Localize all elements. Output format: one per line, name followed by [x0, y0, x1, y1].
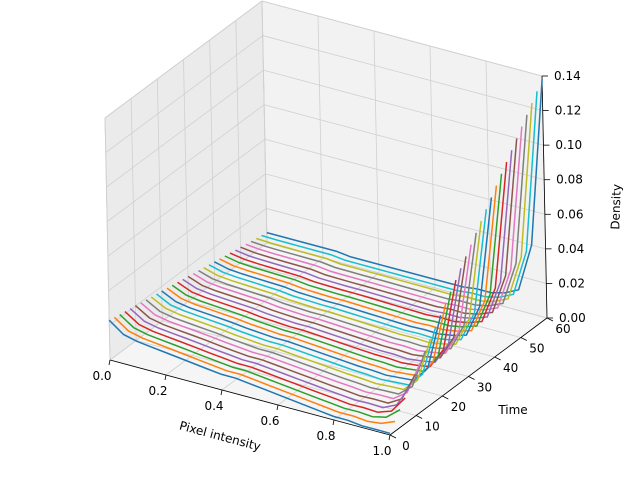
y-tick — [546, 317, 554, 322]
grid-line-y-left — [183, 59, 189, 302]
z-tick-label: 0.12 — [555, 104, 582, 118]
series-line-t30 — [187, 256, 467, 359]
y-tick — [415, 415, 423, 419]
grid-line-x-back — [485, 60, 492, 304]
series-line-t16 — [150, 296, 432, 391]
series-line-t52 — [245, 126, 523, 311]
grid-line-y-left — [209, 39, 216, 283]
grid-line-x-back — [429, 45, 436, 289]
tick-group: 0.0 0.2 0.4 0.6 0.8 1.0 0 10 20 30 40 50 600.00 0.02 0… — [92, 69, 585, 458]
grid-line-z-left — [108, 173, 266, 292]
x-tick-label: 0.6 — [260, 414, 279, 428]
x-tick-label: 1.0 — [372, 444, 391, 458]
series-line-t8 — [129, 308, 411, 409]
series-line-t12 — [140, 302, 422, 400]
grid-line-z-left — [107, 138, 266, 257]
y-tick — [442, 395, 449, 400]
series-line-t0 — [108, 319, 391, 435]
grid-line-y-left — [235, 20, 242, 263]
y-tick-label: 20 — [451, 400, 466, 414]
series-line-t38 — [208, 209, 488, 341]
z-tick-label: 0.04 — [558, 242, 585, 256]
y-tick — [468, 376, 475, 380]
grid-line-y-left — [156, 78, 163, 322]
pane-edge — [261, 0, 543, 77]
series-line-t4 — [119, 313, 401, 418]
series-line-t6 — [124, 310, 406, 413]
grid-line-z-left — [106, 104, 265, 223]
x-tick — [108, 359, 111, 366]
x-tick-label: 0.0 — [92, 369, 111, 383]
grid-line-x-back — [317, 15, 324, 259]
series-line-t40 — [213, 197, 493, 337]
y-tick-label: 0 — [402, 439, 410, 453]
z-tick-label: 0.10 — [555, 138, 582, 152]
series-line-t22 — [166, 287, 447, 377]
x-tick-label: 0.8 — [316, 429, 335, 443]
series-line-t18 — [156, 293, 437, 386]
y-tick-label: 50 — [529, 342, 544, 356]
series-line-t42 — [219, 185, 498, 332]
y-tick-label: 40 — [503, 361, 518, 375]
grid-line-z-back — [265, 173, 546, 250]
series-line-t44 — [224, 173, 503, 328]
y-axis-label: Time — [497, 403, 527, 417]
grid-line-z-back — [262, 35, 543, 111]
x-tick — [388, 434, 391, 441]
grid-line-x-back — [373, 30, 380, 274]
z-tick-label: 0.02 — [558, 276, 585, 290]
x-tick — [220, 389, 223, 396]
y-tick-label: 60 — [555, 322, 570, 336]
z-tick-label: 0.06 — [557, 207, 584, 221]
y-tick-label: 30 — [477, 381, 492, 395]
z-axis-label: Density — [608, 184, 624, 230]
y-tick — [494, 356, 501, 361]
grid-line-z-back — [264, 104, 545, 181]
z-tick-label: 0.08 — [556, 173, 583, 187]
pane-edge — [104, 117, 111, 361]
grid-line-z-back — [266, 208, 547, 284]
x-tick — [332, 419, 335, 426]
y-tick — [389, 434, 397, 439]
pane-edge — [261, 0, 268, 244]
series-line-t28 — [182, 268, 462, 364]
grid-line-z-left — [105, 35, 263, 153]
series-line-t24 — [171, 284, 452, 373]
series-line-t2 — [113, 316, 396, 425]
pane-edge — [104, 0, 263, 119]
x-tick — [276, 404, 279, 411]
series-line-t26 — [177, 279, 457, 368]
z-axis-line — [541, 75, 548, 319]
x-axis-label: Pixel intensity — [178, 419, 262, 454]
grid-line-z-back — [263, 69, 544, 146]
series-line-t14 — [145, 299, 427, 395]
y-tick — [520, 337, 528, 341]
series-line-t46 — [229, 161, 508, 324]
series-line-t10 — [134, 305, 416, 404]
z-tick-label: 0.14 — [554, 69, 581, 83]
axis-panes — [105, 1, 547, 435]
x-tick-label: 0.2 — [148, 384, 167, 398]
y-tick-label: 10 — [425, 420, 440, 434]
x-tick — [164, 374, 167, 381]
series-line-t54 — [250, 114, 528, 307]
series-line-t20 — [161, 290, 442, 382]
x-axis-line — [109, 359, 391, 436]
x-tick-label: 0.4 — [204, 399, 223, 413]
grid-line-y-left — [130, 98, 137, 341]
z-tick-label: 0.00 — [559, 311, 586, 325]
grid-line-z-left — [106, 69, 264, 188]
series-group — [108, 79, 543, 435]
